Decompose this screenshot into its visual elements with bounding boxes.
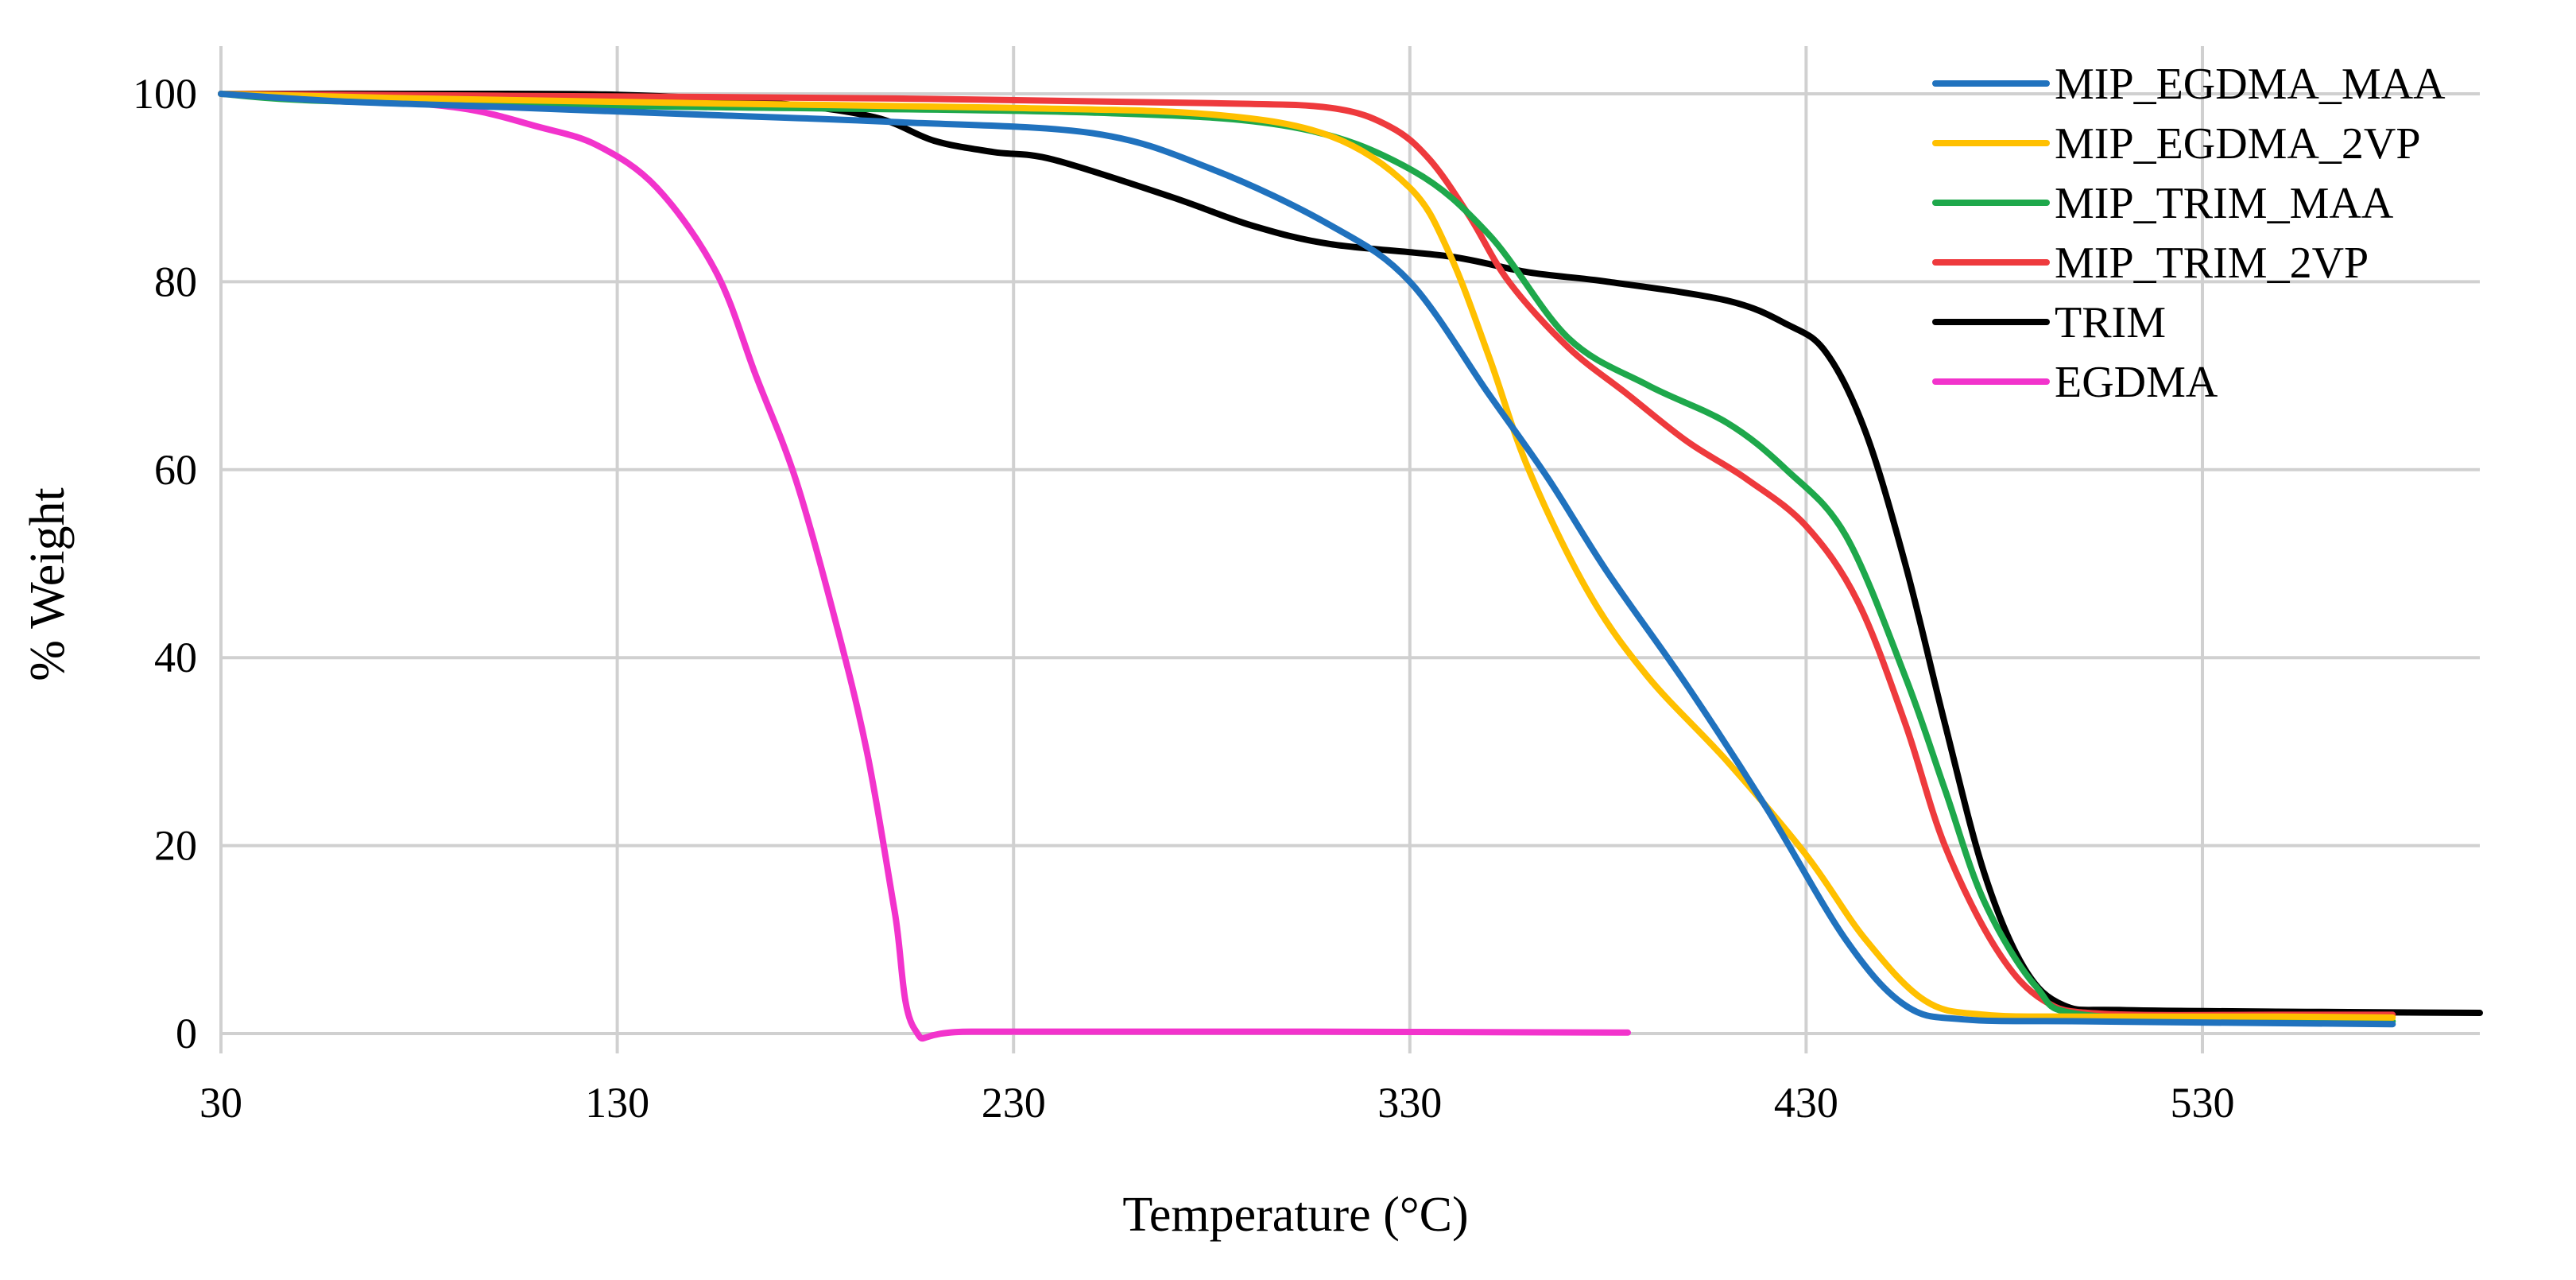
x-tick-label: 530 xyxy=(2170,1079,2234,1127)
series-line-trim xyxy=(218,90,2483,1016)
y-tick-label: 100 xyxy=(133,70,197,118)
legend-label: TRIM xyxy=(2055,298,2166,347)
legend-label: MIP_TRIM_2VP xyxy=(2055,239,2369,288)
y-tick-label: 40 xyxy=(154,634,197,681)
series-line-mip-egdma-2vp xyxy=(218,91,2396,1021)
y-tick-label: 20 xyxy=(154,822,197,870)
series-line-mip-egdma-maa xyxy=(218,91,2396,1028)
legend-label: MIP_TRIM_MAA xyxy=(2055,179,2394,228)
x-tick-label: 130 xyxy=(585,1079,649,1127)
y-tick-labels: 0 20 40 60 80 100 xyxy=(133,70,197,1057)
legend-label: EGDMA xyxy=(2055,358,2218,407)
legend-label: MIP_EGDMA_2VP xyxy=(2055,119,2421,169)
legend-label: MIP_EGDMA_MAA xyxy=(2055,60,2446,109)
x-tick-label: 430 xyxy=(1774,1079,1838,1127)
x-tick-labels: 30 130 230 330 430 530 xyxy=(199,1079,2234,1127)
series-lines xyxy=(218,90,2483,1042)
x-axis-title: Temperature (°C) xyxy=(1122,1188,1468,1242)
y-tick-label: 60 xyxy=(154,446,197,494)
y-tick-label: 0 xyxy=(176,1010,197,1057)
series-line-mip-trim-maa xyxy=(218,91,2396,1025)
x-tick-label: 30 xyxy=(199,1079,242,1127)
x-tick-label: 230 xyxy=(982,1079,1046,1127)
series-line-egdma xyxy=(218,91,1631,1042)
y-axis-title: % Weight xyxy=(21,487,75,681)
series-line-mip-trim-2vp xyxy=(218,91,2396,1018)
y-tick-label: 80 xyxy=(154,258,197,305)
legend: MIP_EGDMA_MAA MIP_EGDMA_2VP MIP_TRIM_MAA MI… xyxy=(1932,60,2446,407)
x-tick-label: 330 xyxy=(1377,1079,1442,1127)
